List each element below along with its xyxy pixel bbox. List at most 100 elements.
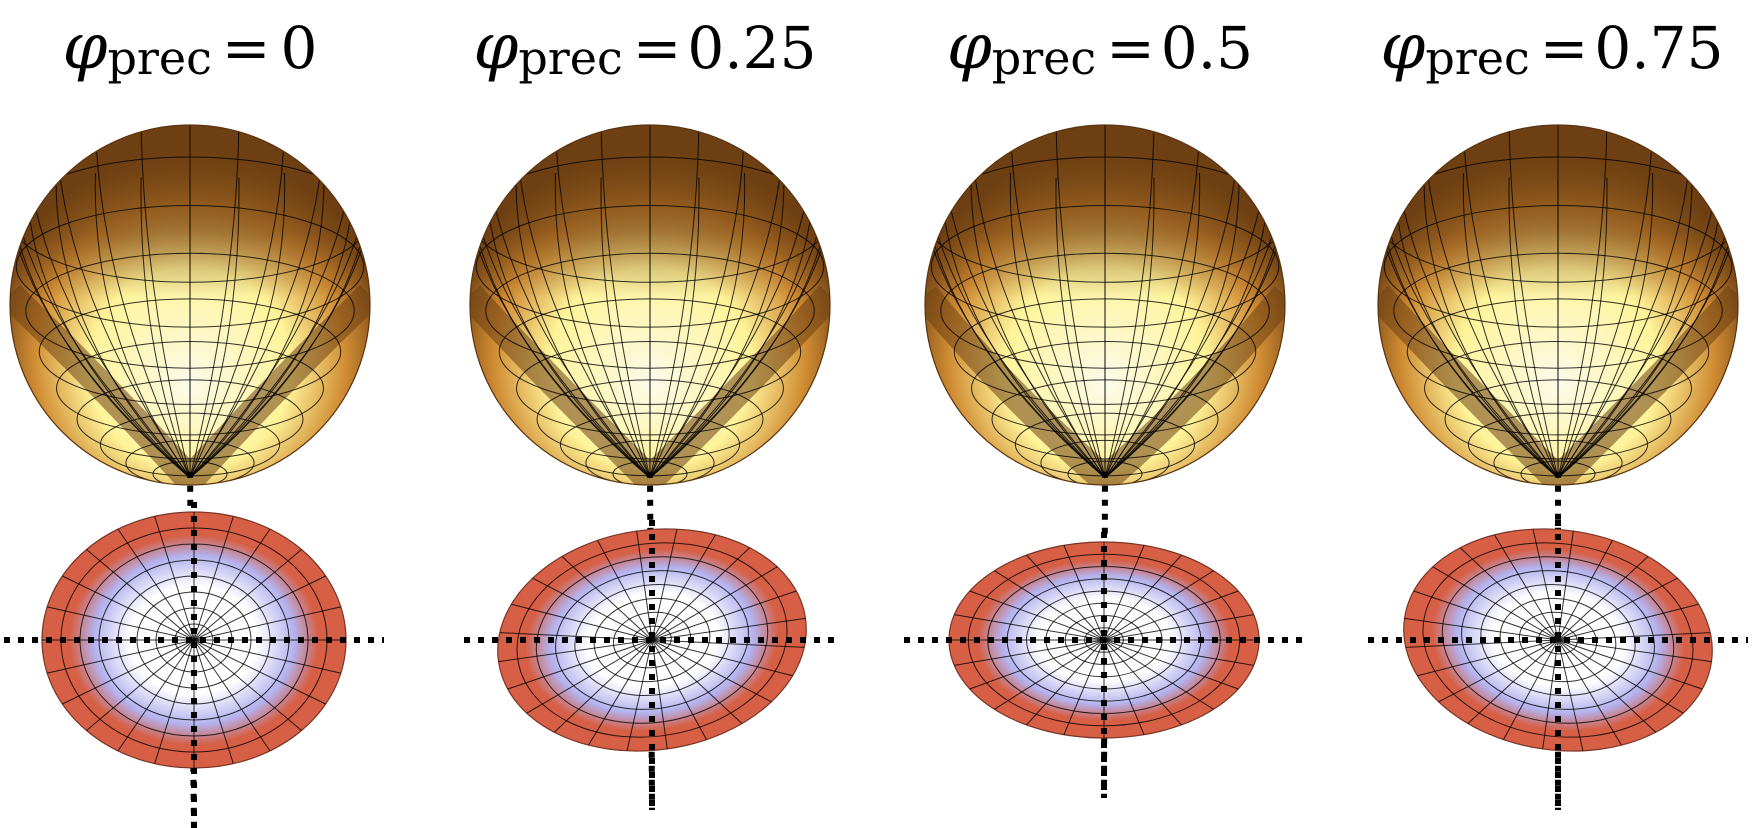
sphere-meridian: [925, 125, 1106, 479]
panel-1: φprec = 0: [4, 10, 384, 828]
disk-spoke: [1557, 577, 1678, 641]
disk-spoke: [532, 577, 653, 641]
disk-spoke: [193, 639, 341, 674]
disk-spoke: [1103, 639, 1254, 666]
disk-spoke: [1103, 570, 1214, 641]
disk-spoke: [954, 614, 1105, 641]
disk-spoke: [1026, 554, 1105, 641]
disk-spoke: [47, 606, 195, 641]
sphere-meridian: [140, 177, 191, 478]
disk-spoke: [651, 639, 668, 749]
disk-spoke: [526, 639, 653, 714]
disk-spoke: [651, 639, 793, 677]
disk-spoke: [1432, 566, 1559, 641]
sphere-outline: [1377, 124, 1739, 486]
panel-4-equals: =: [1540, 14, 1589, 82]
sphere-meridian: [1104, 165, 1240, 479]
disk-spoke: [994, 639, 1105, 710]
disk-spoke: [1532, 529, 1559, 641]
sphere-meridian: [1378, 125, 1559, 479]
panel-1-disk: [4, 502, 384, 828]
sphere-grid: [470, 125, 830, 485]
sphere-meridian: [189, 165, 325, 479]
disk-spoke: [651, 639, 707, 740]
disk-grid: [1404, 529, 1712, 751]
disk-spoke: [1103, 639, 1239, 690]
disk-spoke: [994, 570, 1105, 641]
panel-2-sphere: [469, 124, 831, 811]
sphere-meridian: [10, 133, 191, 479]
panel-2-symbol: φ: [474, 10, 519, 84]
disk-spoke: [507, 639, 653, 690]
disk-spoke: [499, 632, 653, 641]
disk-spoke: [193, 606, 341, 641]
sphere-outline: [924, 124, 1286, 486]
panel-3-subscript: prec: [992, 31, 1096, 85]
disk-spoke: [1459, 547, 1559, 641]
disk-spoke: [1557, 639, 1622, 746]
disk-spoke: [62, 639, 195, 705]
disk-spoke: [1467, 639, 1559, 724]
disk-spoke: [1557, 639, 1703, 690]
disk-spoke: [626, 639, 653, 751]
sphere-meridian: [189, 125, 370, 479]
disk-spoke: [193, 639, 271, 752]
disk-spoke: [1063, 545, 1105, 641]
panel-1-subscript: prec: [107, 31, 211, 85]
disk-spoke: [193, 639, 302, 731]
panel-2-disk: [464, 520, 840, 810]
disk-spoke: [193, 639, 326, 705]
disk-spoke: [1103, 590, 1239, 641]
sphere-meridian: [925, 133, 1106, 479]
sphere-meridian: [189, 177, 240, 478]
disk-spoke: [498, 639, 653, 663]
panel-1-equals: =: [222, 14, 271, 82]
disk-spoke: [117, 639, 195, 752]
sphere-shadow-band: [1378, 285, 1738, 485]
disk-spoke: [969, 639, 1105, 690]
disk-spoke: [1103, 614, 1254, 641]
disk-spoke: [193, 575, 326, 641]
disk-spoke: [1103, 545, 1145, 641]
sphere-meridian: [649, 165, 785, 479]
sphere-meridian: [10, 125, 191, 479]
disk-spoke: [651, 529, 678, 641]
panel-2-value: 0.25: [687, 14, 816, 82]
disk-spoke: [651, 590, 797, 641]
sphere-meridian: [1557, 125, 1738, 479]
sphere-meridian: [1378, 133, 1559, 479]
sphere-meridian: [600, 125, 651, 478]
disk-spoke: [1557, 540, 1613, 641]
disk-spoke: [1557, 639, 1657, 733]
disk-spoke: [651, 617, 806, 641]
sphere-meridian: [1055, 177, 1106, 478]
disk-spoke: [1503, 639, 1559, 740]
disk-spoke: [117, 528, 195, 641]
panel-2-subscript: prec: [518, 31, 622, 85]
disk-spoke: [1542, 639, 1559, 749]
disk-spoke: [1405, 639, 1559, 648]
disk-spoke: [651, 639, 772, 703]
disk-spoke: [511, 603, 653, 641]
panel-3-disk: [904, 532, 1304, 798]
panel-4-subscript: prec: [1425, 31, 1529, 85]
disk-spoke: [154, 639, 195, 764]
panel-1-sphere: [9, 124, 371, 828]
disk-spoke: [1063, 639, 1105, 735]
disk-spoke: [651, 639, 743, 724]
disk-spoke: [1557, 639, 1684, 714]
sphere-meridian: [1557, 125, 1608, 478]
sphere-outline: [469, 124, 831, 486]
sphere-shadow-band: [925, 286, 1285, 485]
disk-spoke: [154, 516, 195, 641]
panel-1-symbol: φ: [63, 10, 108, 84]
sphere-meridian: [55, 165, 191, 479]
disk-spoke: [1557, 603, 1699, 641]
sphere-meridian: [189, 145, 370, 479]
sphere-meridian: [600, 177, 651, 478]
panel-3-value: 0.5: [1161, 14, 1253, 82]
disk-spoke: [597, 540, 653, 641]
disk-spoke: [651, 547, 751, 641]
sphere-meridian: [649, 177, 700, 478]
disk-grid: [949, 542, 1259, 738]
